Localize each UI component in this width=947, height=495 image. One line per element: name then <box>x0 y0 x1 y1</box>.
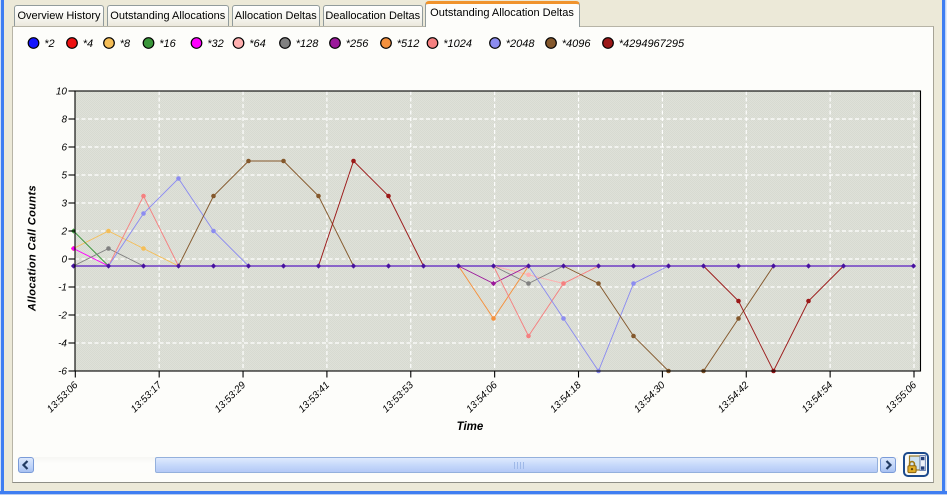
svg-text:*1024: *1024 <box>443 38 472 50</box>
svg-text:-2: -2 <box>58 311 67 322</box>
svg-text:13:53:29: 13:53:29 <box>213 380 249 416</box>
svg-text:13:55:06: 13:55:06 <box>884 380 920 416</box>
svg-text:*2048: *2048 <box>506 38 536 50</box>
svg-text:13:54:06: 13:54:06 <box>464 380 500 416</box>
svg-text:-1: -1 <box>58 283 67 294</box>
svg-text:13:54:54: 13:54:54 <box>800 380 836 416</box>
svg-text:8: 8 <box>61 115 67 126</box>
svg-text:13:54:18: 13:54:18 <box>548 380 584 416</box>
svg-text:-6: -6 <box>58 367 67 378</box>
svg-text:13:54:42: 13:54:42 <box>716 380 752 416</box>
svg-text:*2: *2 <box>44 38 54 50</box>
svg-text:*512: *512 <box>397 38 420 50</box>
svg-text:10: 10 <box>56 87 68 98</box>
svg-text:13:53:53: 13:53:53 <box>381 380 417 416</box>
svg-text:*4294967295: *4294967295 <box>619 38 685 50</box>
svg-text:13:53:06: 13:53:06 <box>45 380 81 416</box>
svg-text:0: 0 <box>61 255 67 266</box>
svg-text:2: 2 <box>60 227 67 238</box>
svg-text:*16: *16 <box>159 38 176 50</box>
svg-text:*32: *32 <box>207 38 224 50</box>
svg-text:13:53:17: 13:53:17 <box>129 380 165 416</box>
svg-text:5: 5 <box>61 171 67 182</box>
svg-text:13:53:41: 13:53:41 <box>297 380 332 415</box>
svg-text:*8: *8 <box>120 38 131 50</box>
svg-text:-4: -4 <box>58 339 67 350</box>
svg-text:Time: Time <box>457 421 484 433</box>
svg-text:13:54:30: 13:54:30 <box>632 380 668 416</box>
svg-text:*4: *4 <box>83 38 93 50</box>
svg-text:6: 6 <box>61 143 67 154</box>
svg-text:*256: *256 <box>346 38 370 50</box>
svg-text:Allocation Call Counts: Allocation Call Counts <box>27 185 39 312</box>
svg-text:*128: *128 <box>296 38 320 50</box>
svg-text:3: 3 <box>61 199 67 210</box>
svg-text:*4096: *4096 <box>562 38 592 50</box>
svg-text:*64: *64 <box>249 38 266 50</box>
